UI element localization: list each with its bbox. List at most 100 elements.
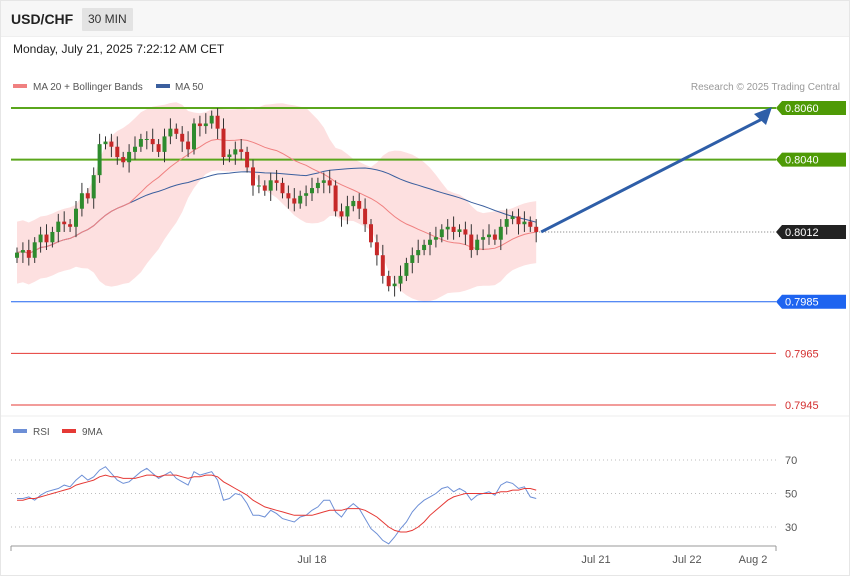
candle-body	[227, 154, 232, 158]
candle-body	[457, 229, 462, 232]
candle-body	[121, 157, 126, 163]
candle-body	[174, 128, 179, 134]
rsi-y-tick-label: 50	[785, 489, 797, 501]
rsi-panel: 70 50 30	[11, 455, 797, 545]
candle-body	[186, 141, 191, 150]
candle-body	[245, 151, 250, 168]
candle-body	[410, 255, 415, 263]
candle-body	[268, 180, 273, 191]
candle-body	[315, 182, 320, 189]
candle-body	[91, 175, 96, 199]
candle-body	[475, 239, 480, 251]
candle-body	[298, 195, 303, 204]
candle-body	[38, 234, 43, 243]
candle-body	[292, 198, 297, 204]
candle-body	[239, 149, 244, 152]
rsi-ma-legend-label: 9MA	[82, 427, 103, 438]
rsi-y-tick-label: 30	[785, 522, 797, 534]
candle-body	[404, 262, 409, 276]
candle-body	[274, 180, 279, 183]
candle-body	[251, 167, 255, 186]
rsi-ma-legend-swatch	[62, 429, 76, 433]
candle-body	[428, 239, 432, 245]
candle-body	[233, 149, 238, 155]
candle-body	[528, 221, 533, 227]
candle-body	[357, 200, 362, 209]
candle-body	[221, 128, 226, 158]
candle-body	[363, 208, 368, 225]
candle-body	[498, 226, 503, 240]
candle-body	[516, 216, 521, 225]
price-level-label: 0.8012	[785, 227, 819, 239]
candle-body	[286, 193, 291, 199]
rsi-line	[17, 466, 537, 545]
candle-body	[133, 146, 137, 152]
candle-body	[74, 208, 78, 227]
rsi-ma-line	[17, 474, 537, 533]
candle-body	[422, 244, 427, 251]
candle-body	[321, 180, 326, 183]
candle-body	[433, 237, 438, 240]
candle-body	[62, 221, 67, 225]
candle-body	[481, 237, 486, 240]
x-tick-label: Jul 21	[581, 554, 610, 566]
datetime-label: Monday, July 21, 2025 7:22:12 AM CET	[13, 42, 225, 56]
ma20-legend-label: MA 20 + Bollinger Bands	[33, 82, 143, 93]
candle-body	[192, 123, 196, 150]
candle-body	[504, 219, 509, 227]
candle-body	[20, 250, 25, 253]
candle-body	[215, 115, 220, 129]
candle-body	[333, 185, 338, 212]
candle-body	[115, 146, 120, 158]
symbol-label: USD/CHF	[11, 11, 74, 27]
candle-body	[197, 123, 202, 127]
candle-body	[103, 141, 108, 145]
candle-body	[380, 255, 385, 276]
candle-body	[127, 151, 132, 163]
candle-body	[44, 234, 49, 243]
price-level-label: 0.7965	[785, 348, 819, 360]
candle-body	[398, 275, 403, 284]
candle-body	[469, 234, 474, 251]
candle-body	[492, 234, 497, 240]
ma50-legend-label: MA 50	[175, 82, 204, 93]
candle-body	[56, 221, 61, 232]
price-level-label: 0.7945	[785, 400, 819, 412]
price-tag-support	[776, 294, 846, 309]
price-level-label: 0.8060	[785, 103, 819, 115]
candle-body	[339, 211, 344, 217]
candle-body	[262, 185, 267, 191]
candle-body	[534, 226, 539, 232]
candle-body	[351, 200, 356, 207]
candle-body	[439, 229, 444, 238]
candle-body	[369, 224, 373, 243]
x-tick-label: Aug 2	[739, 554, 768, 566]
candle-body	[109, 141, 114, 147]
candle-body	[256, 185, 261, 187]
candle-body	[310, 188, 314, 194]
candle-body	[203, 123, 208, 127]
candle-body	[85, 193, 90, 199]
candle-body	[162, 136, 167, 152]
bollinger-band-area	[17, 102, 537, 302]
candle-body	[510, 216, 515, 220]
candle-body	[15, 252, 19, 258]
ma20-legend-swatch	[13, 84, 27, 88]
chart-header: USD/CHF 30 MIN	[1, 1, 849, 37]
price-tag-last	[776, 224, 846, 239]
price-tag-resistance	[776, 101, 846, 115]
candle-body	[280, 182, 285, 194]
candle-body	[392, 283, 397, 287]
candle-body	[144, 138, 149, 140]
candle-body	[168, 128, 173, 137]
candle-body	[451, 226, 456, 232]
forecast-arrow-head	[754, 107, 772, 125]
candle-body	[180, 133, 185, 142]
forecast-arrow-line	[540, 116, 765, 234]
price-level-label: 0.7985	[785, 297, 819, 309]
candle-body	[327, 180, 332, 186]
candle-body	[50, 231, 55, 243]
timeframe-button[interactable]: 30 MIN	[82, 8, 133, 31]
candle-body	[156, 144, 161, 152]
